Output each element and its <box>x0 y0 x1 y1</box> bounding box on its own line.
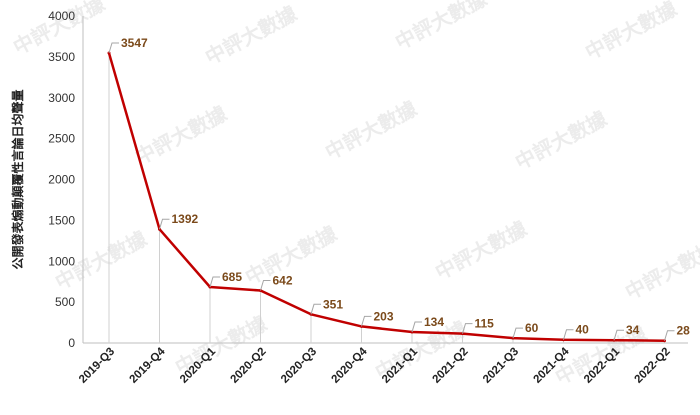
data-label: 60 <box>525 321 539 335</box>
watermark-text: 中評大數據 <box>581 0 681 64</box>
data-label: 134 <box>424 315 444 329</box>
watermark-text: 中評大數據 <box>391 0 491 54</box>
leader-line <box>310 303 321 315</box>
leader-line <box>361 315 372 327</box>
x-tick-label: 2020-Q4 <box>329 345 370 386</box>
leader-line <box>613 329 624 341</box>
y-tick-label: 2000 <box>48 173 75 187</box>
leader-line <box>462 323 473 334</box>
y-tick-label: 1500 <box>48 213 75 227</box>
y-tick-label: 500 <box>55 295 75 309</box>
leader-line <box>260 280 271 291</box>
data-label: 115 <box>475 317 495 331</box>
leader-line <box>108 42 119 54</box>
x-tick-label: 2019-Q3 <box>77 346 117 386</box>
y-tick-label: 4000 <box>48 9 75 23</box>
x-tick-label: 2021-Q3 <box>481 346 521 386</box>
watermark-text: 中評大數據 <box>201 1 301 70</box>
data-label: 642 <box>273 274 293 288</box>
data-label: 34 <box>626 323 640 337</box>
x-tick-label: 2019-Q4 <box>127 345 168 386</box>
watermark-text: 中評大數據 <box>431 216 531 285</box>
data-label: 685 <box>222 270 242 284</box>
watermark-text: 中評大數據 <box>621 236 700 305</box>
y-tick-label: 3500 <box>48 50 75 64</box>
series-layer <box>107 51 666 343</box>
x-tick-label: 2022-Q2 <box>632 346 672 386</box>
series-line <box>107 52 665 342</box>
data-label-layer: 3547 1392 685 642 351 203 134 115 60 40 34 28 <box>108 36 691 341</box>
leader-line <box>209 276 220 288</box>
y-axis-title: 公開發表煽動顛覆性言論日均聲量 <box>10 89 25 269</box>
watermark-text: 中評大數據 <box>511 106 611 175</box>
leader-line <box>411 321 422 333</box>
data-label: 28 <box>677 324 691 338</box>
data-label: 203 <box>374 309 394 323</box>
data-label: 3547 <box>121 36 148 50</box>
x-tick-label: 2020-Q3 <box>279 346 319 386</box>
leader-line <box>664 330 675 341</box>
data-label: 1392 <box>172 212 199 226</box>
data-label: 351 <box>323 297 343 311</box>
leader-line <box>563 329 574 340</box>
y-tick-label: 3000 <box>48 91 75 105</box>
watermark-text: 中評大數據 <box>131 101 231 170</box>
y-tick-label: 0 <box>68 336 75 350</box>
leader-line <box>512 327 523 339</box>
y-tick-label: 1000 <box>48 254 75 268</box>
watermark-text: 中評大數據 <box>321 96 421 165</box>
y-tick-label: 2500 <box>48 132 75 146</box>
leader-line <box>159 218 170 230</box>
data-label: 40 <box>576 323 590 337</box>
